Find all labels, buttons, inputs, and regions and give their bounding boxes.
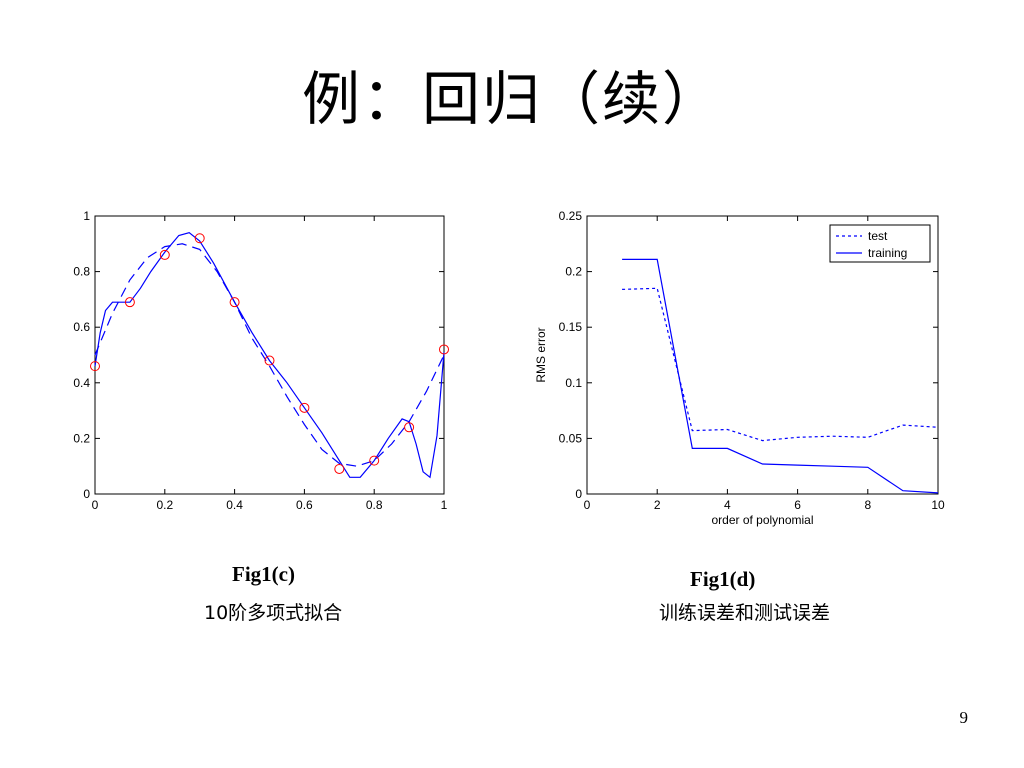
fig-d-caption: 训练误差和测试误差: [659, 602, 831, 624]
x-tick-label: 0.8: [366, 498, 383, 512]
data-point: [124, 297, 135, 308]
legend-test-label: test: [868, 229, 888, 243]
x-tick-label: 2: [654, 498, 661, 512]
training-line: [622, 258, 939, 494]
series-1-line: [94, 232, 445, 479]
y-tick-label: 0.2: [73, 431, 90, 445]
x-tick-label: 4: [724, 498, 731, 512]
data-point: [439, 344, 449, 355]
y-tick-label: 0.05: [559, 431, 583, 445]
slide-title: 例：回归（续）: [301, 65, 722, 133]
x-axis-label: order of polynomial: [711, 513, 813, 527]
y-tick-label: 0.4: [73, 376, 90, 390]
data-point: [264, 355, 275, 366]
test-line: [622, 287, 939, 442]
data-point: [299, 402, 310, 413]
x-tick-label: 0.6: [296, 498, 313, 512]
page-number: 9: [959, 708, 969, 727]
fig-d-label: Fig1(d): [690, 567, 756, 591]
y-tick-label: 1: [83, 209, 90, 223]
data-point: [369, 455, 380, 466]
x-tick-label: 10: [931, 498, 945, 512]
y-tick-label: 0.8: [73, 265, 90, 279]
y-tick-label: 0.2: [565, 265, 582, 279]
fig-c-label: Fig1(c): [232, 562, 295, 586]
fig-c-caption: 10阶多项式拟合: [204, 602, 343, 624]
legend-box: [829, 224, 931, 263]
legend-training-label: training: [868, 246, 907, 260]
y-tick-label: 0.25: [559, 209, 583, 223]
x-tick-label: 0.4: [226, 498, 243, 512]
y-tick-label: 0.1: [565, 376, 582, 390]
data-point: [159, 249, 170, 260]
x-tick-label: 6: [794, 498, 801, 512]
data-point: [334, 463, 345, 474]
data-point: [229, 297, 240, 308]
y-tick-label: 0: [575, 487, 582, 501]
data-point: [404, 422, 415, 433]
y-tick-label: 0.15: [559, 320, 583, 334]
x-tick-label: 0: [92, 498, 99, 512]
data-point: [194, 233, 205, 244]
x-tick-label: 8: [864, 498, 871, 512]
y-tick-label: 0: [83, 487, 90, 501]
y-tick-label: 0.6: [73, 320, 90, 334]
x-tick-label: 0: [584, 498, 591, 512]
data-point: [90, 361, 100, 372]
y-axis-label: RMS error: [534, 327, 548, 382]
x-tick-label: 0.2: [156, 498, 173, 512]
x-tick-label: 1: [441, 498, 448, 512]
plot-frame: [586, 215, 939, 495]
series-0-line: [94, 243, 445, 467]
